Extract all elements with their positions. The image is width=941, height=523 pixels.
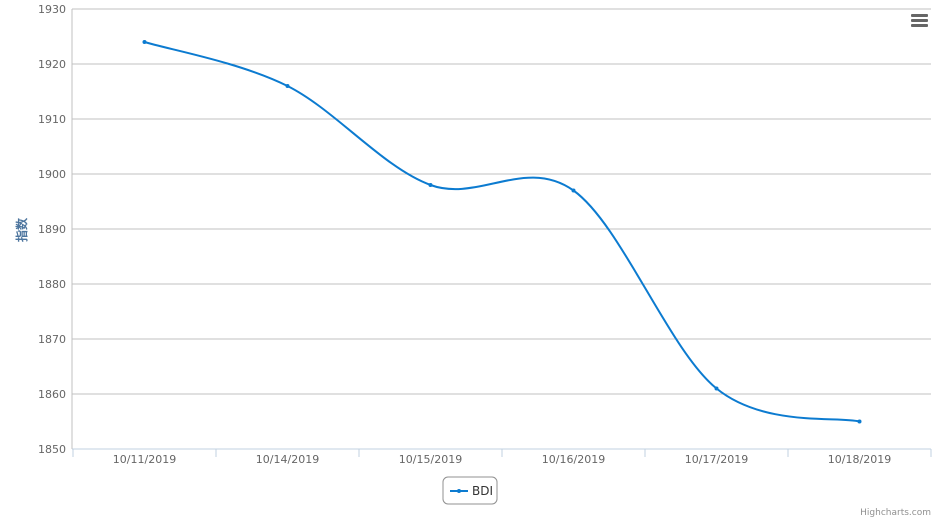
axis-layer: 1850 1860 1870 1880 1890 1900 1910 1920 1930 10/1… bbox=[38, 3, 932, 466]
y-tick-label: 1900 bbox=[38, 168, 66, 181]
y-axis-label: 指数 bbox=[14, 217, 29, 242]
series-layer bbox=[142, 40, 862, 424]
export-menu-button[interactable] bbox=[907, 10, 931, 32]
credits-link[interactable]: Highcharts.com bbox=[860, 508, 931, 518]
hamburger-menu-icon bbox=[911, 14, 928, 27]
y-tick-label: 1910 bbox=[38, 113, 66, 126]
data-point[interactable] bbox=[142, 40, 147, 44]
data-point[interactable] bbox=[857, 419, 862, 424]
series-line-bdi[interactable] bbox=[143, 41, 861, 423]
y-tick-label: 1860 bbox=[38, 388, 66, 401]
y-tick-label: 1880 bbox=[38, 278, 66, 291]
data-point[interactable] bbox=[428, 183, 433, 187]
legend-box bbox=[442, 476, 498, 505]
data-point[interactable] bbox=[714, 386, 719, 391]
legend: BDI bbox=[442, 476, 498, 505]
data-point[interactable] bbox=[571, 188, 576, 193]
y-tick-label: 1870 bbox=[38, 333, 66, 346]
y-tick-label: 1930 bbox=[38, 3, 66, 16]
legend-label: BDI bbox=[472, 484, 493, 498]
legend-item-bdi[interactable]: BDI bbox=[450, 484, 493, 498]
data-point[interactable] bbox=[285, 84, 290, 88]
y-tick-label: 1920 bbox=[38, 58, 66, 71]
grid-layer bbox=[72, 8, 931, 450]
x-tick-label: 10/18/2019 bbox=[828, 453, 891, 466]
y-tick-label: 1850 bbox=[38, 443, 66, 456]
x-tick-label: 10/11/2019 bbox=[113, 453, 176, 466]
x-tick-label: 10/15/2019 bbox=[399, 453, 462, 466]
x-tick-label: 10/14/2019 bbox=[256, 453, 319, 466]
legend-marker-icon bbox=[457, 489, 461, 493]
y-tick-label: 1890 bbox=[38, 223, 66, 236]
x-tick-label: 10/17/2019 bbox=[685, 453, 748, 466]
x-tick-label: 10/16/2019 bbox=[542, 453, 605, 466]
